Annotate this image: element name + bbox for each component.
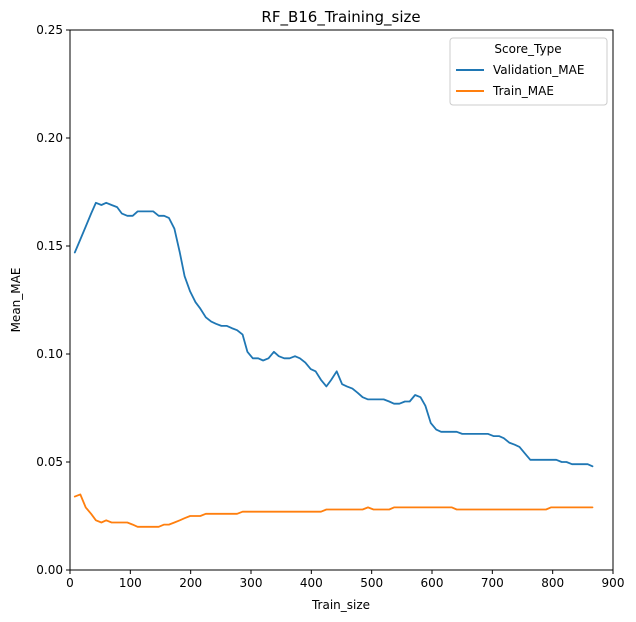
legend-label-validation: Validation_MAE: [493, 63, 584, 77]
y-axis-label: Mean_MAE: [9, 268, 23, 333]
y-tick-label: 0.25: [36, 23, 63, 37]
y-tick-label: 0.15: [36, 239, 63, 253]
y-tick-label: 0.20: [36, 131, 63, 145]
y-tick-label: 0.05: [36, 455, 63, 469]
x-tick-label: 700: [481, 576, 504, 590]
y-tick-label: 0.00: [36, 563, 63, 577]
chart-title: RF_B16_Training_size: [261, 8, 420, 27]
legend-title: Score_Type: [494, 42, 561, 56]
series-layer: [73, 201, 594, 528]
legend: Score_Type Validation_MAE Train_MAE: [449, 37, 608, 106]
x-tick-label: 800: [541, 576, 564, 590]
axes-frame: [69, 29, 614, 571]
y-tick-label: 0.10: [36, 347, 63, 361]
series-line-train-mae: [73, 493, 594, 528]
y-axis: 0.00 0.05 0.10 0.15 0.20 0.25: [36, 23, 70, 577]
x-tick-label: 900: [602, 576, 625, 590]
x-tick-label: 500: [360, 576, 383, 590]
x-tick-label: 400: [300, 576, 323, 590]
x-tick-label: 600: [421, 576, 444, 590]
x-tick-label: 200: [179, 576, 202, 590]
x-tick-label: 0: [66, 576, 74, 590]
x-axis-label: Train_size: [311, 598, 370, 612]
legend-label-train: Train_MAE: [492, 84, 554, 98]
x-tick-label: 300: [240, 576, 263, 590]
x-tick-label: 100: [119, 576, 142, 590]
legend-box: [449, 37, 608, 106]
plot-area: [69, 29, 614, 571]
x-axis: 0 100 200 300 400 500 600 700 800 900: [66, 570, 624, 590]
series-line-validation-mae: [73, 201, 594, 468]
